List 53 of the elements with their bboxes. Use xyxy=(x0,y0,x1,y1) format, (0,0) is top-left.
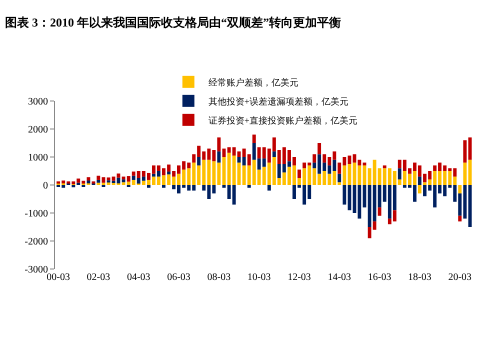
bar xyxy=(378,207,382,216)
legend-label: 经常账户差额，亿美元 xyxy=(208,77,298,88)
y-tick-label: 1000 xyxy=(28,152,48,164)
bar xyxy=(458,185,462,194)
bar xyxy=(312,154,316,163)
bar xyxy=(147,185,150,188)
bar xyxy=(463,140,467,163)
bar xyxy=(458,216,462,222)
x-tick-label: 14-03 xyxy=(328,272,352,283)
x-tick-label: 00-03 xyxy=(46,272,70,283)
bar xyxy=(197,157,201,166)
bar xyxy=(272,151,276,157)
bar xyxy=(382,165,386,168)
bar xyxy=(463,162,467,185)
bar xyxy=(162,185,166,188)
x-tick-label: 12-03 xyxy=(288,272,311,283)
legend-label: 证券投资+直接投资账户差额，亿美元 xyxy=(208,115,358,126)
x-tick-label: 02-03 xyxy=(86,272,110,283)
bar xyxy=(102,177,106,183)
bar xyxy=(362,162,366,166)
y-tick-label: -1000 xyxy=(24,208,48,220)
bar xyxy=(167,172,171,174)
bar xyxy=(122,179,126,182)
x-tick-label: 20-03 xyxy=(448,272,472,283)
bar xyxy=(418,185,422,194)
bar xyxy=(252,134,256,143)
bar xyxy=(217,151,221,163)
x-tick-label: 10-03 xyxy=(247,272,271,283)
bar xyxy=(96,180,100,183)
bar xyxy=(338,174,342,182)
bar xyxy=(398,168,402,180)
y-tick-label: -2000 xyxy=(24,236,48,248)
bar xyxy=(298,170,301,178)
bar xyxy=(342,185,346,205)
y-tick-label: 3000 xyxy=(28,96,48,108)
bar xyxy=(318,143,322,154)
bar xyxy=(418,176,422,185)
x-tick-label: 18-03 xyxy=(408,272,432,283)
x-tick-label: 08-03 xyxy=(207,272,231,283)
bar xyxy=(96,176,100,180)
x-tick-label: 04-03 xyxy=(126,272,150,283)
chart-title: 图表 3：2010 年以来我国国际收支格局由“双顺差”转向更加平衡 xyxy=(5,16,341,30)
bar xyxy=(242,157,246,166)
bar xyxy=(267,185,271,191)
y-tick-label: 0 xyxy=(43,180,48,192)
y-tick-label: 2000 xyxy=(28,124,48,136)
bar xyxy=(247,185,251,188)
y-tick-label: -3000 xyxy=(24,264,48,276)
legend-label: 其他投资+误差遗漏项差额，亿美元 xyxy=(208,96,348,106)
bar xyxy=(86,180,90,184)
bar xyxy=(222,185,226,188)
x-tick-label: 06-03 xyxy=(167,272,190,283)
x-tick-label: 16-03 xyxy=(368,272,392,283)
